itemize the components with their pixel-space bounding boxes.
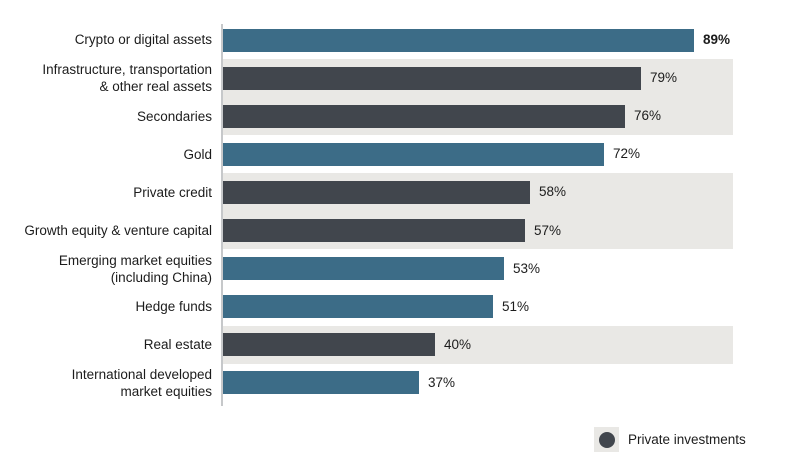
value-label: 37%: [428, 374, 456, 390]
legend-swatch: [594, 427, 619, 452]
legend: Private investments: [594, 427, 746, 452]
category-label-line: Crypto or digital assets: [74, 32, 212, 48]
category-label: Secondaries: [0, 97, 212, 135]
category-label: Hedge funds: [0, 288, 212, 326]
category-label: Real estate: [0, 326, 212, 364]
asset-bar: [223, 295, 493, 319]
asset-bar: [223, 371, 419, 395]
value-label: 79%: [650, 70, 678, 86]
legend-label: Private investments: [628, 432, 746, 447]
category-label-line: Infrastructure, transportation: [42, 62, 212, 78]
value-label: 53%: [513, 260, 541, 276]
category-label: Growth equity & venture capital: [0, 211, 212, 249]
y-axis-line: [221, 24, 223, 406]
value-label: 51%: [502, 298, 530, 314]
category-label-line: (including China): [110, 269, 212, 285]
category-label-line: market equities: [120, 383, 212, 399]
value-label: 76%: [634, 108, 662, 124]
asset-bar: [223, 257, 504, 281]
category-label-line: International developed: [71, 366, 212, 382]
category-label: Crypto or digital assets: [0, 21, 212, 59]
value-label: 57%: [534, 222, 562, 238]
private-investment-bar: [223, 180, 530, 204]
private-investment-bar: [223, 219, 525, 242]
value-label: 72%: [613, 146, 641, 162]
category-label-line: Secondaries: [136, 108, 212, 124]
private-investment-bar: [223, 333, 435, 357]
private-investment-bar: [223, 104, 625, 128]
category-label-line: Growth equity & venture capital: [24, 222, 212, 238]
category-label-line: Private credit: [133, 184, 212, 200]
category-label-line: Emerging market equities: [58, 252, 212, 268]
private-investment-bar: [223, 66, 641, 90]
category-label: Emerging market equities (including China…: [0, 250, 212, 288]
value-label: 58%: [539, 184, 567, 200]
value-label: 40%: [444, 336, 472, 352]
category-label-line: Real estate: [143, 337, 212, 353]
category-label-line: Gold: [183, 146, 212, 162]
value-label: 89%: [703, 32, 731, 47]
category-label: Private credit: [0, 173, 212, 211]
category-label: Gold: [0, 135, 212, 173]
private-investments-circle-icon: [598, 431, 615, 448]
category-label-line: & other real assets: [99, 79, 212, 95]
asset-bar: [223, 28, 694, 52]
asset-bar: [223, 142, 604, 166]
category-label: International developed market equities: [0, 364, 212, 402]
category-label: Infrastructure, transportation & other re…: [0, 59, 212, 97]
category-label-line: Hedge funds: [135, 299, 212, 315]
